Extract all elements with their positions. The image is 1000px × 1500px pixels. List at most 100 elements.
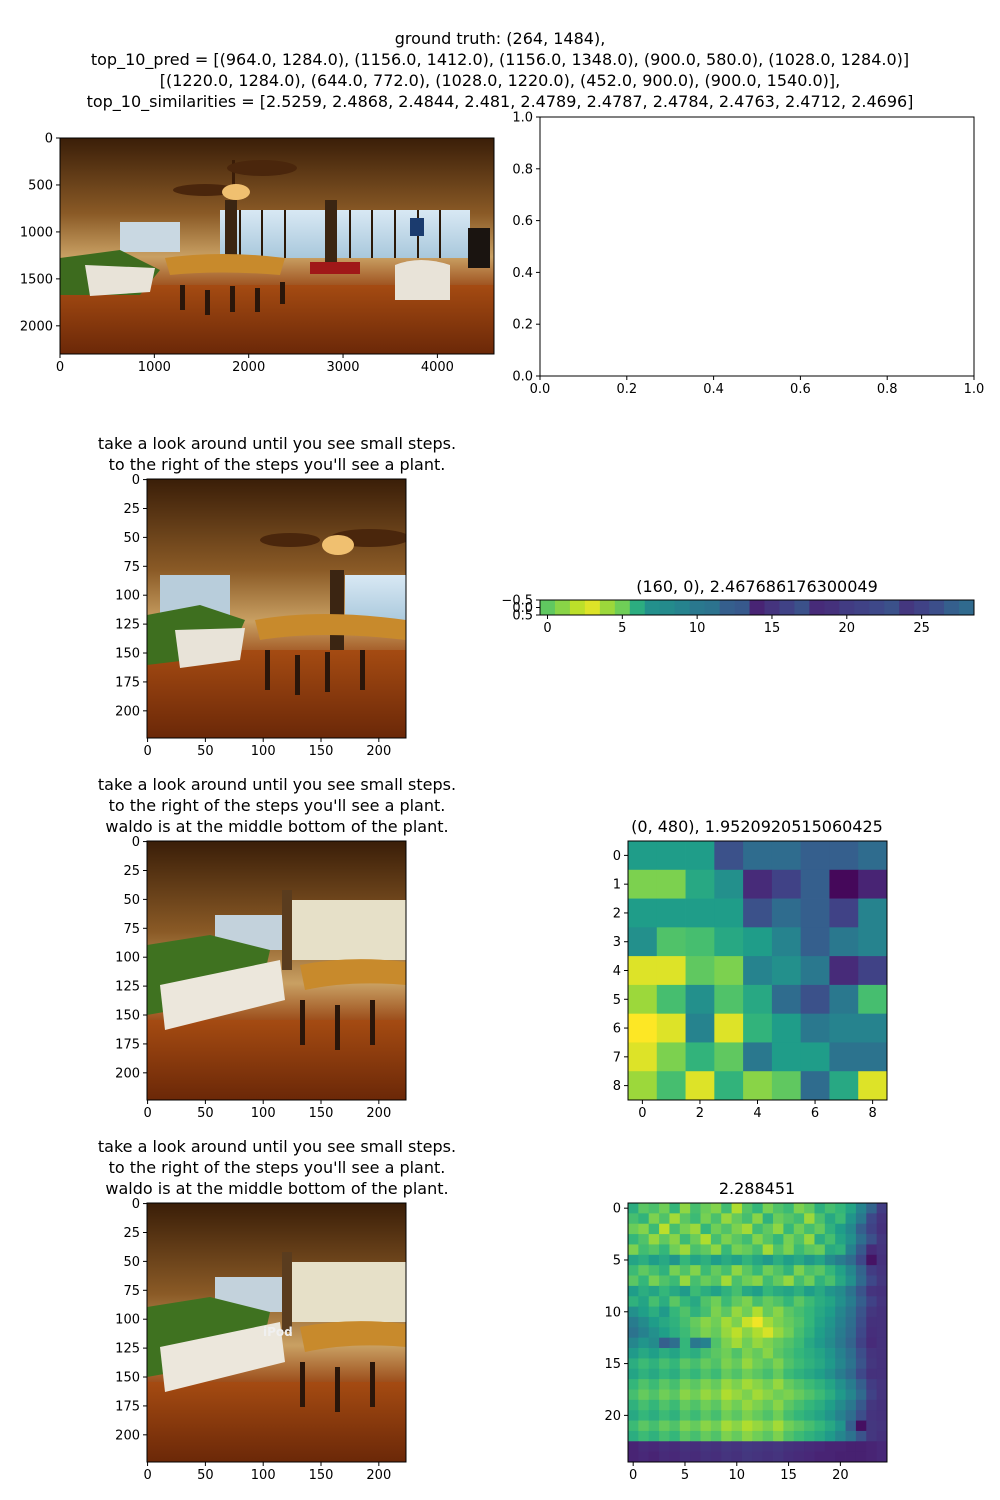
crop3-x-ticks: 0 50 100 150 200 bbox=[143, 1462, 391, 1483]
heatmap-1-cell bbox=[794, 600, 810, 616]
heatmap-3-cell bbox=[638, 1389, 650, 1401]
heatmap-3-cell bbox=[648, 1358, 660, 1370]
heatmap-3-cell bbox=[741, 1451, 753, 1463]
heatmap-3-cell bbox=[876, 1379, 888, 1390]
heatmap-3-cell bbox=[845, 1379, 857, 1390]
heatmap-3-cell bbox=[762, 1327, 774, 1339]
heatmap-3-cell bbox=[669, 1244, 681, 1256]
heatmap-3-cell bbox=[659, 1451, 670, 1463]
heatmap-2-cell bbox=[829, 1042, 859, 1072]
heatmap-3-cell bbox=[669, 1223, 681, 1235]
heatmap-3-cell bbox=[773, 1275, 784, 1287]
heatmap-1-cell bbox=[749, 600, 765, 616]
figure-title-line-4: top_10_similarities = [2.5259, 2.4868, 2… bbox=[87, 92, 914, 112]
heatmap-3-cell bbox=[845, 1223, 857, 1235]
heatmap-3-x-tick-label: 10 bbox=[729, 1468, 746, 1483]
heatmap-3-cell bbox=[855, 1296, 867, 1307]
heatmap-3-cell bbox=[804, 1379, 815, 1390]
heatmap-2-cell bbox=[743, 898, 773, 928]
empty-x-tick-label: 0.0 bbox=[530, 382, 551, 397]
heatmap-2-y-tick-label: 0 bbox=[613, 849, 621, 864]
crop1-x-ticks: 0 50 100 150 200 bbox=[143, 738, 391, 759]
empty-x-tick-label: 0.8 bbox=[877, 382, 898, 397]
heatmap-2-cell bbox=[858, 984, 888, 1015]
heatmap-2-cell bbox=[829, 956, 859, 986]
heatmap-3-cell bbox=[700, 1234, 712, 1245]
heatmap-3-cell bbox=[866, 1265, 878, 1276]
heatmap-3-cell bbox=[824, 1316, 836, 1328]
heatmap-2-cell bbox=[656, 869, 686, 899]
heatmap-1-x-tick-label: 5 bbox=[618, 621, 626, 636]
heatmap-2-cell bbox=[628, 1071, 658, 1101]
heatmap-3-cell bbox=[783, 1399, 795, 1411]
heatmap-3-cell bbox=[845, 1389, 857, 1401]
heatmap-2-cell bbox=[771, 1013, 802, 1043]
heatmap-3-y-tick-label: 5 bbox=[613, 1253, 621, 1268]
heatmap-3-cell bbox=[648, 1203, 660, 1214]
heatmap-3-cell bbox=[824, 1327, 836, 1339]
heatmap-3-cell bbox=[824, 1203, 836, 1214]
heatmap-3-cell bbox=[793, 1430, 805, 1442]
heatmap-3-cell bbox=[824, 1441, 836, 1453]
heatmap-3-cell bbox=[721, 1285, 732, 1297]
heatmap-3-cell bbox=[824, 1213, 836, 1225]
crop2-title-line-2: to the right of the steps you'll see a p… bbox=[109, 796, 446, 815]
heatmap-1-cell bbox=[554, 600, 571, 616]
heatmap-3-cell bbox=[814, 1296, 826, 1307]
crop1-y-tick-label: 125 bbox=[115, 618, 140, 633]
heatmap-3-cell bbox=[845, 1399, 857, 1411]
heatmap-3-cell bbox=[773, 1285, 784, 1297]
heatmap-1-cell bbox=[854, 600, 870, 616]
heatmap-1-cell bbox=[614, 600, 631, 616]
heatmap-3-cell bbox=[835, 1451, 846, 1463]
heatmap-3-cell bbox=[814, 1430, 826, 1442]
heatmap-3-cell bbox=[741, 1420, 753, 1432]
heatmap-3-cell bbox=[690, 1244, 701, 1256]
heatmap-3-cell bbox=[804, 1223, 815, 1235]
heatmap-3-cell bbox=[628, 1327, 639, 1339]
heatmap-3-cell bbox=[793, 1316, 805, 1328]
heatmap-3-cell bbox=[659, 1441, 670, 1453]
heatmap-3-cell bbox=[762, 1379, 774, 1390]
heatmap-2-cell bbox=[800, 956, 830, 986]
heatmap-3-cell bbox=[690, 1306, 701, 1318]
heatmap-3-cell bbox=[721, 1451, 732, 1463]
heatmap-3-cell bbox=[835, 1296, 846, 1307]
heatmap-3-cell bbox=[648, 1420, 660, 1432]
heatmap-3-cell bbox=[773, 1441, 784, 1453]
heatmap-3-cell bbox=[866, 1399, 878, 1411]
heatmap-3-cell bbox=[824, 1430, 836, 1442]
heatmap-2-panel: (0, 480), 1.9520920515060425 0 2 4 6 8 0 1 2 3 4… bbox=[613, 817, 888, 1121]
heatmap-3-cell bbox=[855, 1451, 867, 1463]
heatmap-3-y-tick-label: 10 bbox=[604, 1305, 621, 1320]
heatmap-3-cell bbox=[866, 1430, 878, 1442]
heatmap-3-cell bbox=[741, 1203, 753, 1214]
heatmap-1-x-tick-label: 20 bbox=[839, 621, 856, 636]
heatmap-3-cell bbox=[793, 1234, 805, 1245]
heatmap-3-cell bbox=[835, 1389, 846, 1401]
heatmap-3-cell bbox=[628, 1379, 639, 1390]
heatmap-3-cell bbox=[835, 1337, 846, 1349]
heatmap-3-cell bbox=[783, 1223, 795, 1235]
heatmap-3-cell bbox=[741, 1285, 753, 1297]
heatmap-3-cell bbox=[804, 1327, 815, 1339]
heatmap-3-x-ticks: 0 5 10 15 20 bbox=[629, 1462, 849, 1483]
heatmap-3-cell bbox=[721, 1213, 732, 1225]
heatmap-2-cell bbox=[714, 898, 744, 928]
heatmap-3-cell bbox=[679, 1451, 691, 1463]
heatmap-3-cell bbox=[690, 1430, 701, 1442]
heatmap-3-cell bbox=[866, 1296, 878, 1307]
heatmap-3-cell bbox=[721, 1327, 732, 1339]
heatmap-3-cell bbox=[679, 1244, 691, 1256]
heatmap-3-cell bbox=[876, 1223, 888, 1235]
heatmap-3-cell bbox=[814, 1203, 826, 1214]
panorama-panel: 0 1000 2000 3000 4000 0 500 1000 1500 2000 bbox=[20, 132, 495, 375]
heatmap-3-cell bbox=[731, 1430, 743, 1442]
heatmap-3-cell bbox=[783, 1254, 795, 1266]
heatmap-3-cell bbox=[845, 1234, 857, 1245]
heatmap-2-cell bbox=[771, 984, 802, 1015]
heatmap-3-cell bbox=[690, 1348, 701, 1359]
heatmap-3-cell bbox=[679, 1306, 691, 1318]
heatmap-3-cell bbox=[648, 1430, 660, 1442]
heatmap-3-cell bbox=[752, 1430, 764, 1442]
